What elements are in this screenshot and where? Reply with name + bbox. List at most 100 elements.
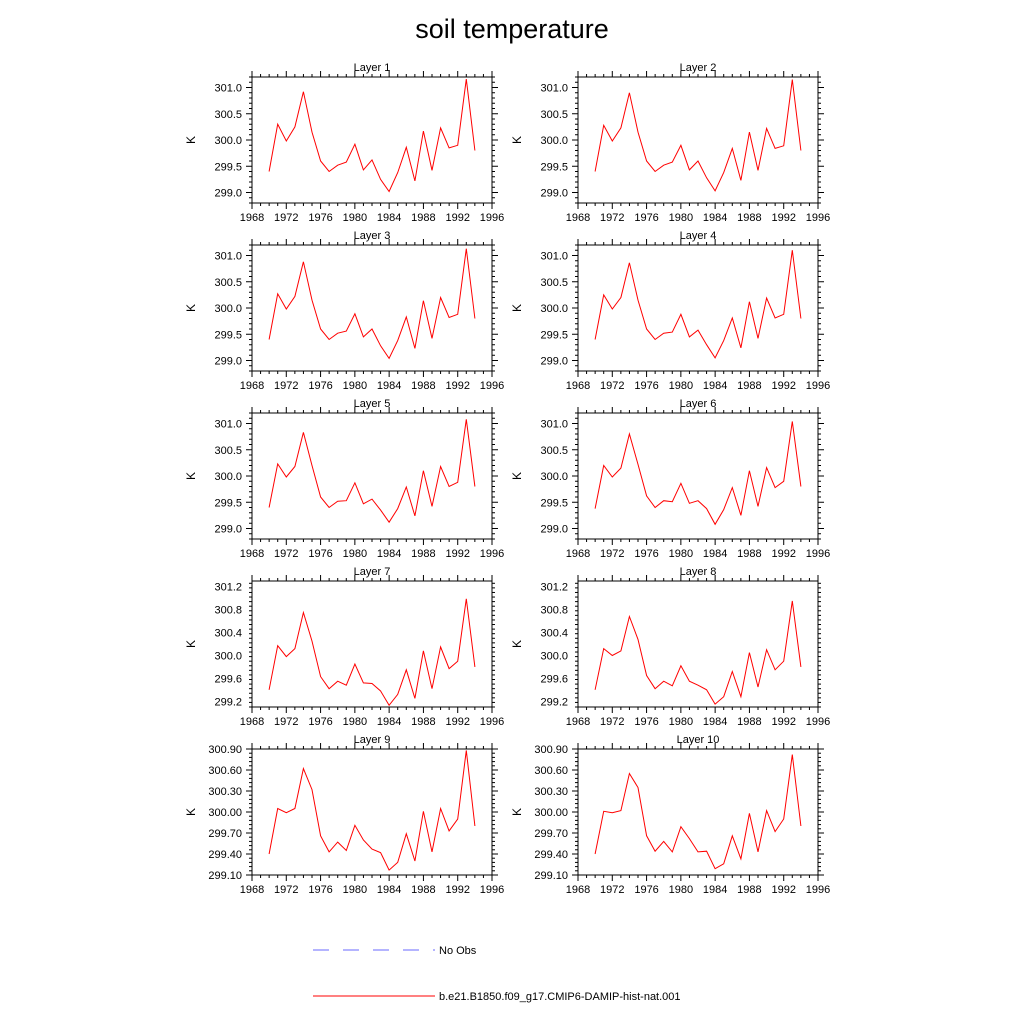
- y-tick-label: 301.0: [540, 251, 568, 263]
- x-tick-label: 1984: [377, 212, 401, 224]
- chart-panel: Layer 10 K 1968 1972 1976 1980 1984 1988 1992 199…: [510, 734, 830, 896]
- y-tick-label: 300.00: [534, 807, 568, 819]
- y-axis-label: K: [184, 304, 198, 312]
- y-axis-label: K: [510, 640, 524, 648]
- y-tick-label: 299.10: [534, 870, 568, 882]
- chart-panel: Layer 4 K 1968 1972 1976 1980 1984 1988 1992 1996…: [510, 230, 830, 392]
- y-tick-label: 300.4: [540, 628, 568, 640]
- y-tick-label: 300.0: [214, 135, 242, 147]
- x-tick-label: 1972: [600, 380, 624, 392]
- chart-panel: Layer 5 K 1968 1972 1976 1980 1984 1988 1992 1996…: [184, 398, 504, 560]
- panel-title: Layer 9: [354, 734, 391, 746]
- y-tick-label: 300.90: [208, 744, 242, 756]
- x-tick-label: 1988: [737, 548, 761, 560]
- y-tick-label: 299.5: [540, 161, 568, 173]
- x-tick-label: 1980: [669, 212, 693, 224]
- panel-title: Layer 3: [354, 230, 391, 242]
- panel-title: Layer 2: [680, 62, 717, 74]
- x-tick-label: 1988: [411, 548, 435, 560]
- page-title: soil temperature: [415, 14, 609, 44]
- chart-panel: Layer 7 K 1968 1972 1976 1980 1984 1988 1992 1996…: [184, 566, 504, 728]
- x-tick-label: 1996: [480, 716, 504, 728]
- y-tick-label: 300.0: [214, 303, 242, 315]
- x-tick-label: 1984: [377, 716, 401, 728]
- x-tick-label: 1984: [377, 548, 401, 560]
- y-tick-label: 299.6: [214, 673, 242, 685]
- y-tick-label: 300.8: [540, 605, 568, 617]
- x-tick-label: 1972: [600, 548, 624, 560]
- y-tick-label: 299.5: [540, 329, 568, 341]
- y-tick-label: 299.5: [214, 497, 242, 509]
- y-tick-label: 301.0: [540, 419, 568, 431]
- chart-panel: Layer 9 K 1968 1972 1976 1980 1984 1988 1992 1996…: [184, 734, 504, 896]
- x-tick-label: 1992: [771, 716, 795, 728]
- legend-label: No Obs: [439, 945, 477, 957]
- y-tick-label: 299.40: [208, 849, 242, 861]
- x-tick-label: 1992: [445, 212, 469, 224]
- y-tick-label: 300.4: [214, 628, 242, 640]
- y-tick-label: 299.6: [540, 673, 568, 685]
- x-tick-label: 1984: [703, 380, 727, 392]
- series-line: [268, 598, 476, 707]
- x-tick-label: 1984: [703, 548, 727, 560]
- x-tick-label: 1980: [669, 548, 693, 560]
- y-tick-label: 300.5: [540, 109, 568, 121]
- x-tick-label: 1972: [600, 884, 624, 896]
- x-tick-label: 1984: [703, 884, 727, 896]
- x-tick-label: 1996: [806, 884, 830, 896]
- x-tick-label: 1976: [634, 212, 658, 224]
- x-tick-label: 1972: [274, 716, 298, 728]
- y-tick-label: 300.00: [208, 807, 242, 819]
- y-tick-label: 300.5: [214, 277, 242, 289]
- x-tick-label: 1968: [566, 212, 590, 224]
- y-tick-label: 299.0: [540, 524, 568, 536]
- y-tick-label: 300.0: [540, 471, 568, 483]
- x-tick-label: 1968: [566, 380, 590, 392]
- x-tick-label: 1996: [480, 548, 504, 560]
- series-line: [594, 79, 802, 192]
- series-line: [268, 750, 476, 871]
- y-tick-label: 299.10: [208, 870, 242, 882]
- y-axis-label: K: [510, 136, 524, 144]
- chart-panel: Layer 2 K 1968 1972 1976 1980 1984 1988 1992 1996…: [510, 62, 830, 224]
- plot-frame: [251, 76, 493, 204]
- legend-label: b.e21.B1850.f09_g17.CMIP6-DAMIP-hist-nat…: [439, 991, 681, 1003]
- y-tick-label: 301.0: [214, 251, 242, 263]
- plot-frame: [577, 580, 819, 708]
- x-tick-label: 1976: [634, 380, 658, 392]
- x-tick-label: 1996: [806, 212, 830, 224]
- y-tick-label: 300.0: [540, 135, 568, 147]
- chart-panel: Layer 1 K 1968 1972 1976 1980 1984 1988 1992 1996…: [184, 62, 504, 224]
- x-tick-label: 1992: [771, 212, 795, 224]
- y-axis-label: K: [184, 136, 198, 144]
- x-tick-label: 1968: [240, 380, 264, 392]
- y-tick-label: 301.0: [540, 83, 568, 95]
- x-tick-label: 1976: [308, 380, 332, 392]
- plot-frame: [251, 412, 493, 540]
- y-tick-label: 299.0: [540, 188, 568, 200]
- x-tick-label: 1996: [480, 380, 504, 392]
- x-tick-label: 1988: [737, 380, 761, 392]
- x-tick-label: 1996: [806, 380, 830, 392]
- y-tick-label: 300.5: [540, 445, 568, 457]
- y-tick-label: 299.0: [214, 188, 242, 200]
- x-tick-label: 1972: [600, 716, 624, 728]
- x-tick-label: 1968: [566, 716, 590, 728]
- x-tick-label: 1972: [600, 212, 624, 224]
- x-tick-label: 1976: [308, 548, 332, 560]
- x-tick-label: 1980: [669, 380, 693, 392]
- x-tick-label: 1992: [771, 884, 795, 896]
- x-tick-label: 1988: [737, 716, 761, 728]
- series-line: [594, 600, 802, 705]
- x-tick-label: 1976: [634, 548, 658, 560]
- series-line: [268, 79, 476, 193]
- series-line: [594, 250, 802, 359]
- chart-panel: Layer 3 K 1968 1972 1976 1980 1984 1988 1992 1996…: [184, 230, 504, 392]
- y-tick-label: 300.5: [214, 445, 242, 457]
- x-tick-label: 1996: [480, 884, 504, 896]
- x-tick-label: 1988: [737, 884, 761, 896]
- x-tick-label: 1984: [377, 884, 401, 896]
- x-tick-label: 1980: [669, 716, 693, 728]
- x-tick-label: 1980: [343, 212, 367, 224]
- chart-panel: Layer 6 K 1968 1972 1976 1980 1984 1988 1992 1996…: [510, 398, 830, 560]
